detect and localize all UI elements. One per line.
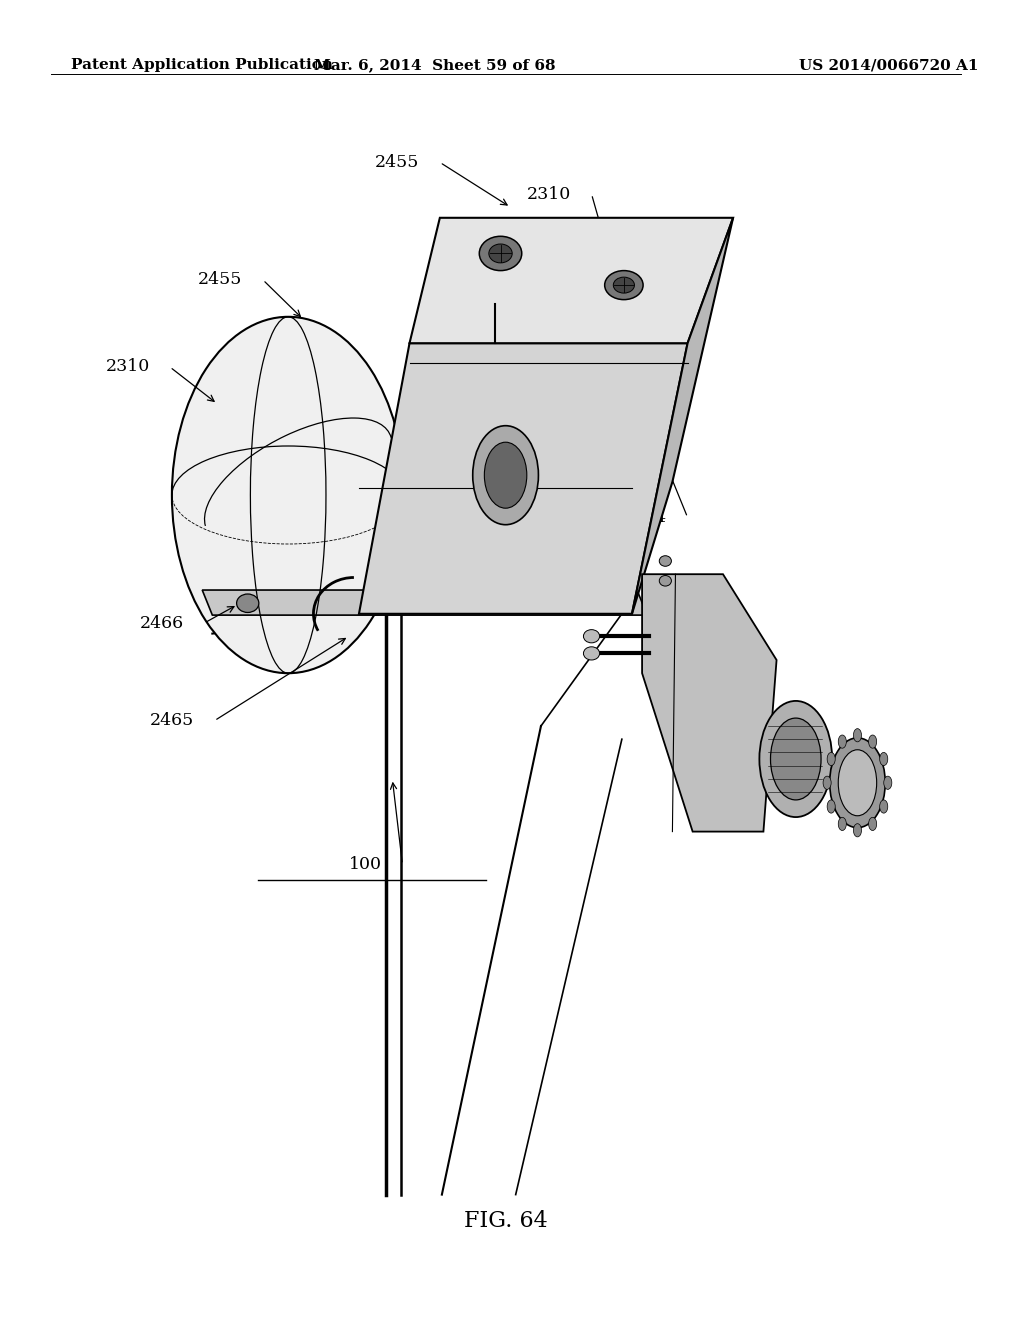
Text: 2455: 2455 (199, 272, 243, 288)
Ellipse shape (880, 800, 888, 813)
Text: 2466: 2466 (140, 615, 184, 631)
Ellipse shape (827, 800, 836, 813)
Ellipse shape (172, 317, 404, 673)
Ellipse shape (839, 750, 877, 816)
Text: US 2014/0066720 A1: US 2014/0066720 A1 (799, 58, 978, 73)
Ellipse shape (868, 817, 877, 830)
Polygon shape (632, 218, 733, 614)
Ellipse shape (853, 729, 861, 742)
Text: 2300: 2300 (624, 234, 668, 249)
Ellipse shape (839, 735, 847, 748)
Ellipse shape (473, 425, 539, 524)
Text: 2465: 2465 (150, 713, 195, 729)
Ellipse shape (659, 576, 672, 586)
Ellipse shape (760, 701, 833, 817)
Polygon shape (410, 218, 733, 343)
Text: Mar. 6, 2014  Sheet 59 of 68: Mar. 6, 2014 Sheet 59 of 68 (314, 58, 556, 73)
Text: 2310: 2310 (527, 186, 571, 202)
Ellipse shape (853, 824, 861, 837)
Text: 100: 100 (349, 857, 382, 873)
Ellipse shape (880, 752, 888, 766)
Ellipse shape (884, 776, 892, 789)
Ellipse shape (868, 735, 877, 748)
Ellipse shape (237, 594, 259, 612)
Text: 2455: 2455 (375, 154, 420, 170)
Text: 2464: 2464 (624, 510, 668, 525)
Ellipse shape (827, 752, 836, 766)
Ellipse shape (479, 236, 522, 271)
Polygon shape (202, 590, 647, 615)
Polygon shape (359, 343, 687, 614)
Text: 2310: 2310 (105, 359, 150, 375)
Ellipse shape (488, 244, 512, 263)
Ellipse shape (770, 718, 821, 800)
Ellipse shape (839, 817, 847, 830)
Ellipse shape (484, 442, 526, 508)
Ellipse shape (584, 630, 600, 643)
Text: FIG. 64: FIG. 64 (464, 1210, 548, 1232)
Ellipse shape (613, 277, 635, 293)
Text: Patent Application Publication: Patent Application Publication (71, 58, 333, 73)
Ellipse shape (823, 776, 831, 789)
Ellipse shape (584, 647, 600, 660)
Polygon shape (642, 574, 776, 832)
Ellipse shape (829, 738, 886, 828)
Ellipse shape (659, 556, 672, 566)
Ellipse shape (604, 271, 643, 300)
